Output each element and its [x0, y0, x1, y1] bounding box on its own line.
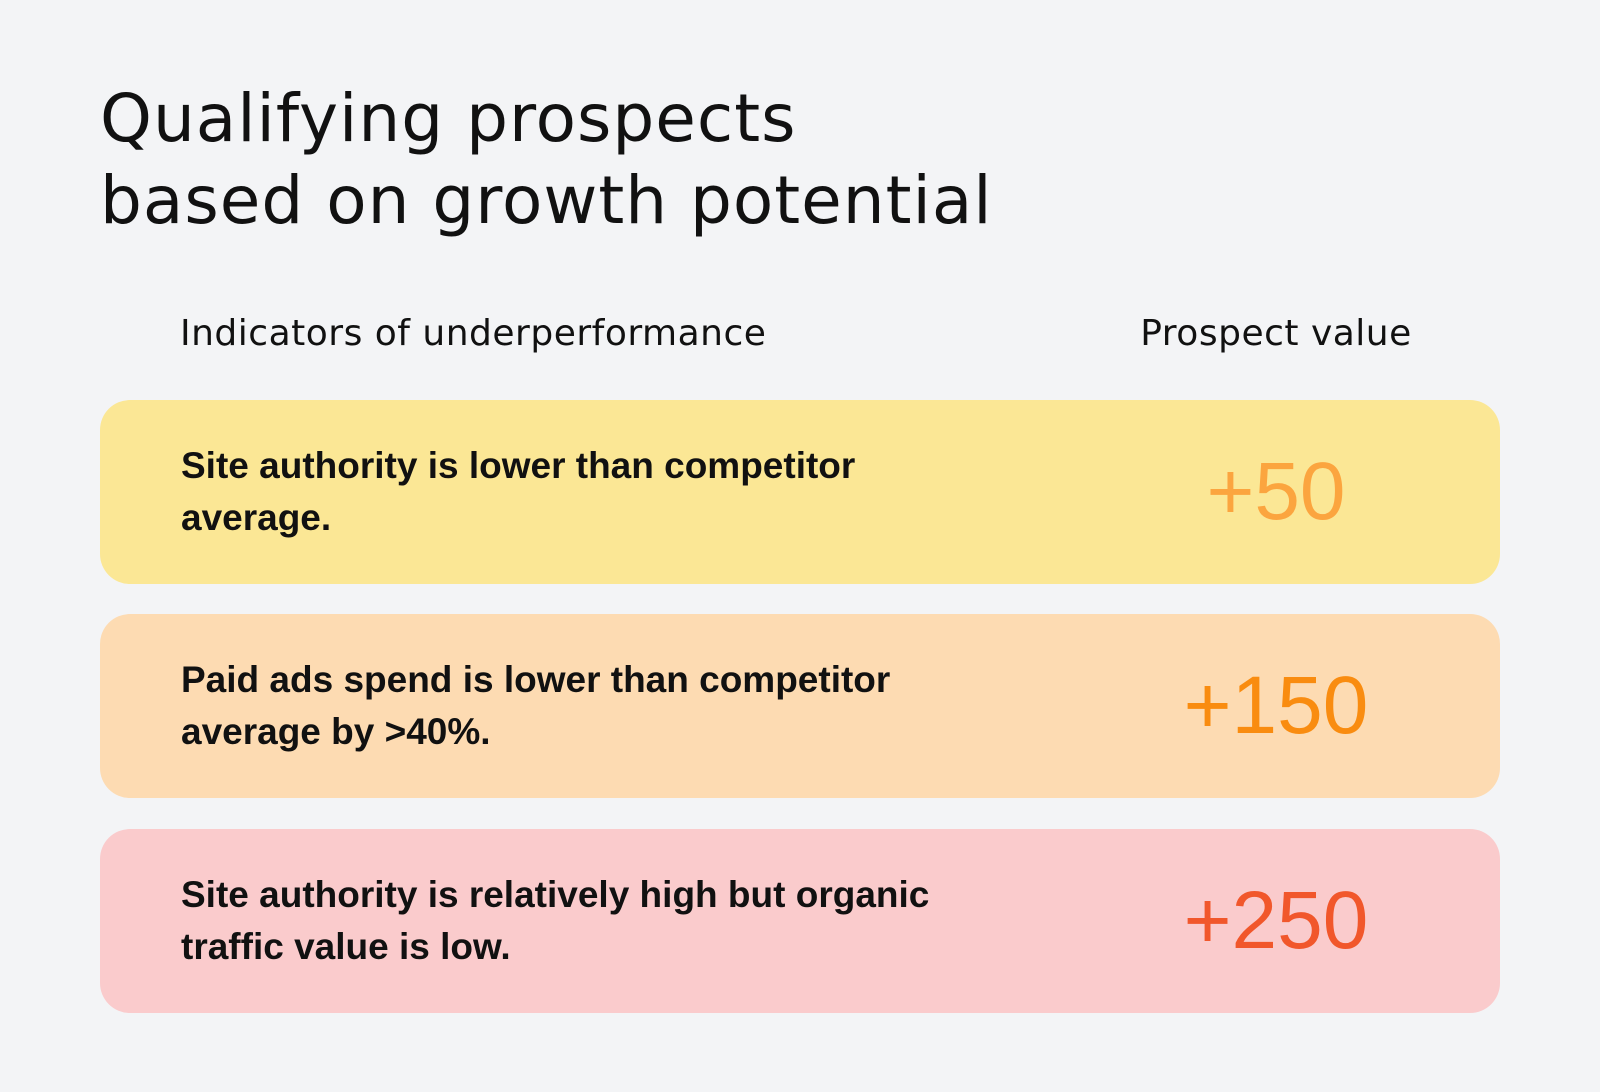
indicator-line: traffic value is low.	[181, 926, 511, 967]
indicator-line: average by >40%.	[181, 711, 491, 752]
row: Site authority is lower than competitor a…	[100, 400, 1500, 584]
prospect-value: +50	[1206, 446, 1346, 537]
column-header: Prospect value	[1140, 313, 1412, 354]
indicator-line: Paid ads spend is lower than competitor	[181, 659, 891, 700]
indicator: Site authority is lower than competitor a…	[181, 440, 855, 544]
column-header: Indicators of underperformance	[180, 313, 767, 354]
indicator: Site authority is relatively high but or…	[181, 869, 929, 973]
prospect-value: +250	[1183, 875, 1369, 966]
indicator-line: Site authority is relatively high but or…	[181, 874, 930, 915]
title-line: based on growth potential	[100, 162, 993, 239]
indicator-line: average.	[181, 497, 332, 538]
title: Qualifying prospects based on growth pote…	[100, 78, 993, 242]
title-line: Qualifying prospects	[100, 80, 797, 157]
row: Site authority is relatively high but or…	[100, 829, 1500, 1013]
indicator-line: Site authority is lower than competitor	[181, 445, 856, 486]
row: Paid ads spend is lower than competitor a…	[100, 614, 1500, 798]
indicator: Paid ads spend is lower than competitor a…	[181, 654, 890, 758]
prospect-value: +150	[1183, 660, 1369, 751]
